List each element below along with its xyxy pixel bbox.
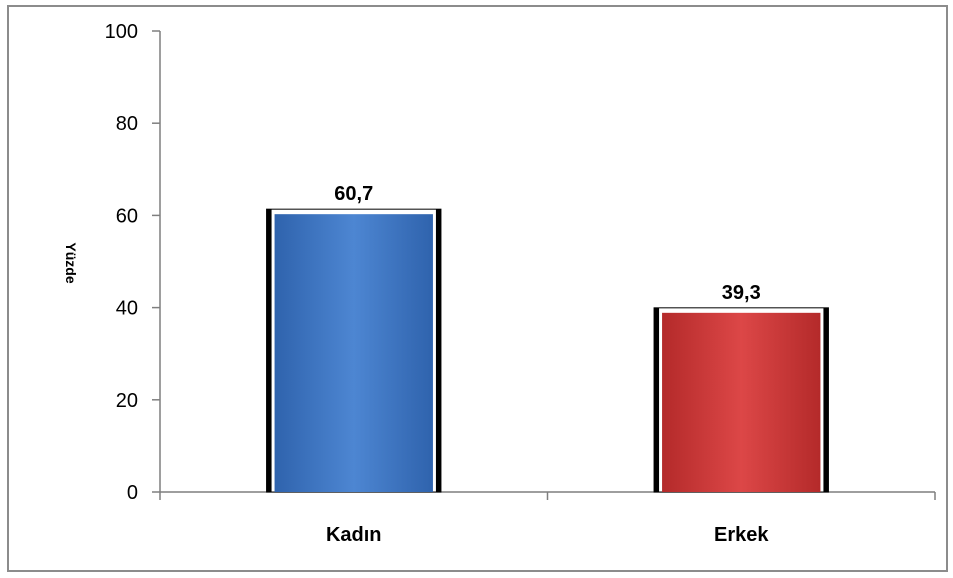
- x-category-label: Erkek: [714, 524, 769, 546]
- bar-border-left: [654, 307, 660, 492]
- x-axis-ticks: [159, 492, 936, 500]
- bar-value-label: 39,3: [722, 282, 761, 304]
- y-tick-label: 80: [116, 113, 138, 135]
- y-tick-label: 20: [116, 390, 138, 412]
- y-tick-label: 60: [116, 205, 138, 227]
- y-axis-ticks: 0 20 40 60 80 100: [105, 21, 160, 504]
- bar-0: [274, 214, 433, 492]
- bar-value-label: 60,7: [334, 183, 373, 205]
- y-tick-label: 40: [116, 298, 138, 320]
- y-axis-title: Yüzde: [63, 242, 79, 283]
- x-category-label: Kadın: [326, 524, 382, 546]
- y-tick-label: 100: [105, 21, 138, 43]
- bar-series: 60,7 39,3: [266, 183, 829, 493]
- bar-border-left: [266, 209, 272, 492]
- bar-1: [662, 312, 821, 492]
- bar-border-right: [823, 307, 829, 492]
- bar-border-right: [435, 209, 441, 492]
- y-tick-label: 0: [127, 482, 138, 504]
- category-labels: Kadın Erkek: [326, 524, 769, 546]
